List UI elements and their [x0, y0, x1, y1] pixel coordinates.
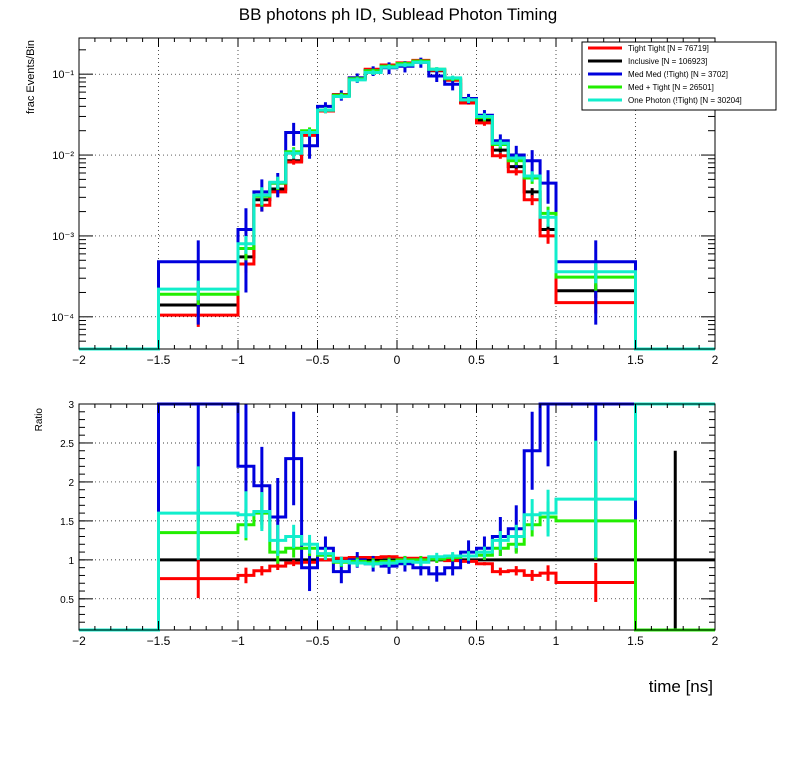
ratio-ytick-label: 1.5 — [60, 517, 74, 528]
ratio-ytick-label: 1 — [68, 556, 74, 567]
ratio-xtick-label: −1.5 — [147, 634, 171, 648]
top-step-line — [79, 60, 715, 351]
ratio-axes: −2 −1.5 −1 −0.5 0 0.5 1 1.5 2 0.5 1 1.5 2 2.5 3 — [60, 400, 719, 648]
ratio-series-one_photon — [79, 402, 715, 632]
top-xtick-label: −0.5 — [306, 353, 330, 367]
top-ylabel: frac Events/Bin — [25, 40, 37, 114]
ratio-step-line — [79, 555, 715, 632]
top-xtick-label: 2 — [712, 353, 719, 367]
top-ytick-label: 10⁻⁴ — [51, 312, 74, 324]
legend-label-one_photon: One Photon (!Tight) [N = 30204] — [628, 96, 742, 105]
top-xtick-label: 1 — [553, 353, 560, 367]
ratio-step-line — [79, 558, 715, 632]
top-xtick-label: −1 — [231, 353, 245, 367]
legend-label-med_med: Med Med (!Tight) [N = 3702] — [628, 70, 728, 79]
ratio-ytick-label: 2 — [68, 478, 74, 489]
ratio-xtick-label: −1 — [231, 634, 245, 648]
top-ytick-label: 10⁻¹ — [52, 69, 74, 81]
ratio-panel: −2 −1.5 −1 −0.5 0 0.5 1 1.5 2 0.5 1 1.5 2 2.5 3 Ratio — [34, 400, 719, 648]
ratio-xtick-label: 1.5 — [627, 634, 644, 648]
ratio-ytick-label: 3 — [68, 400, 74, 411]
ratio-xtick-label: 0 — [394, 634, 401, 648]
ratio-ylabel: Ratio — [34, 408, 45, 432]
top-series-one_photon — [79, 60, 715, 351]
ratio-xtick-label: 1 — [553, 634, 560, 648]
top-ytick-label: 10⁻³ — [52, 231, 74, 243]
legend-label-inclusive: Inclusive [N = 106923] — [628, 57, 707, 66]
legend-label-med_tight: Med + Tight [N = 26501] — [628, 83, 714, 92]
legend-entries: Tight Tight [N = 76719] Inclusive [N = 10… — [588, 44, 742, 105]
ratio-xtick-label: 2 — [712, 634, 719, 648]
ratio-xtick-label: −0.5 — [306, 634, 330, 648]
top-xtick-label: 1.5 — [627, 353, 644, 367]
ratio-series — [79, 402, 715, 632]
top-panel: −2 −1.5 −1 −0.5 0 0.5 1 1.5 2 10⁻⁴ 10⁻³ 10⁻² 10⁻¹ fr… — [25, 37, 777, 367]
ratio-grid — [79, 403, 715, 630]
ratio-step-line — [79, 402, 715, 632]
top-series — [79, 57, 715, 351]
ratio-xtick-label: −2 — [72, 634, 86, 648]
legend: Tight Tight [N = 76719] Inclusive [N = 10… — [581, 41, 777, 111]
chart-title: BB photons ph ID, Sublead Photon Timing — [239, 5, 557, 24]
ratio-xtick-label: 0.5 — [468, 634, 485, 648]
x-axis-label: time [ns] — [649, 677, 713, 696]
top-xtick-label: 0 — [394, 353, 401, 367]
top-xtick-label: −2 — [72, 353, 86, 367]
top-axes: −2 −1.5 −1 −0.5 0 0.5 1 1.5 2 10⁻⁴ 10⁻³ 10⁻² 10⁻¹ — [51, 38, 719, 367]
ratio-ytick-label: 2.5 — [60, 439, 74, 450]
ratio-step-line — [79, 402, 715, 632]
top-xtick-label: 0.5 — [468, 353, 485, 367]
legend-label-tight_tight: Tight Tight [N = 76719] — [628, 44, 709, 53]
top-ytick-label: 10⁻² — [52, 150, 74, 162]
ratio-ytick-label: 0.5 — [60, 595, 74, 606]
top-xtick-label: −1.5 — [147, 353, 171, 367]
